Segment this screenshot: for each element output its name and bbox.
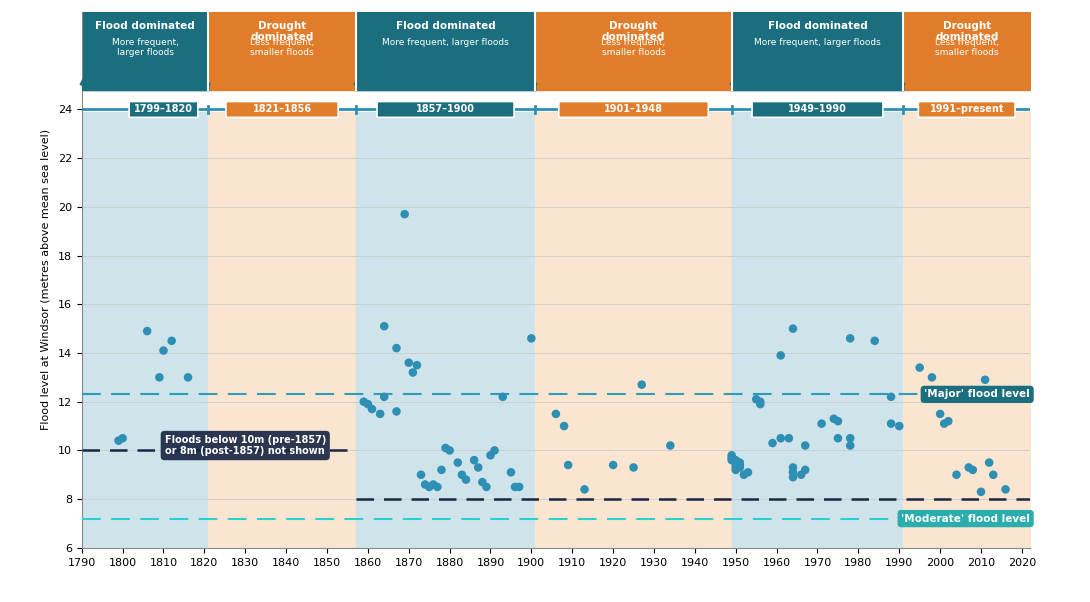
- Point: [662, 441, 679, 450]
- Point: [882, 392, 899, 402]
- Point: [421, 482, 438, 492]
- Point: [751, 399, 768, 409]
- Text: Flood dominated: Flood dominated: [396, 20, 496, 31]
- Point: [792, 470, 810, 480]
- Point: [604, 460, 621, 470]
- FancyBboxPatch shape: [377, 102, 514, 117]
- Point: [113, 433, 131, 443]
- Point: [813, 419, 831, 429]
- Point: [486, 445, 504, 455]
- Point: [723, 453, 740, 462]
- Point: [473, 477, 490, 487]
- Point: [470, 462, 487, 472]
- Point: [372, 409, 389, 418]
- FancyBboxPatch shape: [559, 102, 708, 117]
- FancyBboxPatch shape: [752, 102, 883, 117]
- Point: [355, 397, 373, 406]
- Point: [633, 380, 651, 389]
- Point: [841, 441, 859, 450]
- Point: [449, 458, 467, 467]
- Text: Less frequent,
smaller floods: Less frequent, smaller floods: [934, 37, 998, 57]
- Point: [772, 433, 789, 443]
- Point: [416, 480, 434, 489]
- Point: [179, 373, 196, 382]
- Point: [735, 470, 752, 480]
- Point: [375, 392, 392, 402]
- Point: [935, 419, 953, 429]
- Point: [437, 443, 455, 453]
- Text: 1799–1820: 1799–1820: [134, 105, 193, 114]
- Point: [960, 462, 978, 472]
- Point: [359, 399, 376, 409]
- Point: [727, 462, 744, 472]
- Point: [825, 414, 843, 424]
- Text: 1857–1900: 1857–1900: [416, 105, 475, 114]
- Point: [780, 433, 798, 443]
- Point: [964, 465, 981, 475]
- Text: 1991–present: 1991–present: [930, 105, 1004, 114]
- Point: [731, 460, 749, 470]
- Point: [155, 346, 172, 355]
- Point: [576, 485, 593, 494]
- Point: [388, 406, 405, 416]
- Point: [784, 462, 801, 472]
- Point: [841, 334, 859, 343]
- Y-axis label: Flood level at Windsor (metres above mean sea level): Flood level at Windsor (metres above mea…: [40, 129, 51, 430]
- Point: [400, 358, 417, 368]
- Point: [465, 455, 483, 465]
- Point: [506, 482, 523, 492]
- Point: [453, 470, 471, 480]
- Text: Flood dominated: Flood dominated: [95, 20, 195, 31]
- Point: [751, 397, 768, 406]
- Point: [375, 321, 392, 331]
- Point: [797, 465, 814, 475]
- Point: [739, 468, 756, 477]
- Point: [412, 470, 429, 480]
- Point: [428, 482, 446, 492]
- Point: [408, 361, 425, 370]
- Point: [931, 409, 948, 418]
- Point: [727, 455, 744, 465]
- Point: [555, 421, 572, 431]
- Point: [980, 458, 997, 467]
- Point: [110, 436, 128, 445]
- Point: [731, 458, 749, 467]
- Point: [865, 336, 883, 346]
- FancyBboxPatch shape: [226, 102, 338, 117]
- Point: [433, 465, 450, 475]
- Point: [984, 470, 1002, 480]
- Point: [727, 458, 744, 467]
- Point: [784, 473, 801, 482]
- FancyBboxPatch shape: [919, 102, 1015, 117]
- Text: 1949–1990: 1949–1990: [788, 105, 847, 114]
- Point: [891, 421, 908, 431]
- Text: Floods below 10m (pre-1857)
or 8m (post-1857) not shown: Floods below 10m (pre-1857) or 8m (post-…: [165, 435, 326, 456]
- Text: 1821–1856: 1821–1856: [253, 105, 312, 114]
- Point: [625, 462, 642, 472]
- Point: [940, 417, 957, 426]
- Point: [947, 470, 965, 480]
- Text: Drought
dominated: Drought dominated: [251, 20, 314, 42]
- Point: [841, 433, 859, 443]
- Text: More frequent,
larger floods: More frequent, larger floods: [111, 37, 179, 57]
- Point: [440, 445, 458, 455]
- Point: [829, 417, 847, 426]
- Point: [723, 455, 740, 465]
- Text: Less frequent,
smaller floods: Less frequent, smaller floods: [250, 37, 314, 57]
- Point: [396, 209, 413, 219]
- Text: Flood dominated: Flood dominated: [767, 20, 868, 31]
- Point: [923, 373, 941, 382]
- Text: More frequent, larger floods: More frequent, larger floods: [383, 37, 509, 46]
- Text: 'Major' flood level: 'Major' flood level: [924, 389, 1030, 399]
- Point: [727, 465, 744, 475]
- Point: [748, 394, 765, 404]
- Point: [764, 438, 782, 448]
- Point: [404, 368, 422, 377]
- FancyBboxPatch shape: [129, 102, 198, 117]
- Point: [784, 468, 801, 477]
- Point: [457, 475, 474, 485]
- Point: [138, 326, 156, 336]
- Point: [547, 409, 565, 418]
- Text: Drought
dominated: Drought dominated: [602, 20, 665, 42]
- Point: [522, 334, 540, 343]
